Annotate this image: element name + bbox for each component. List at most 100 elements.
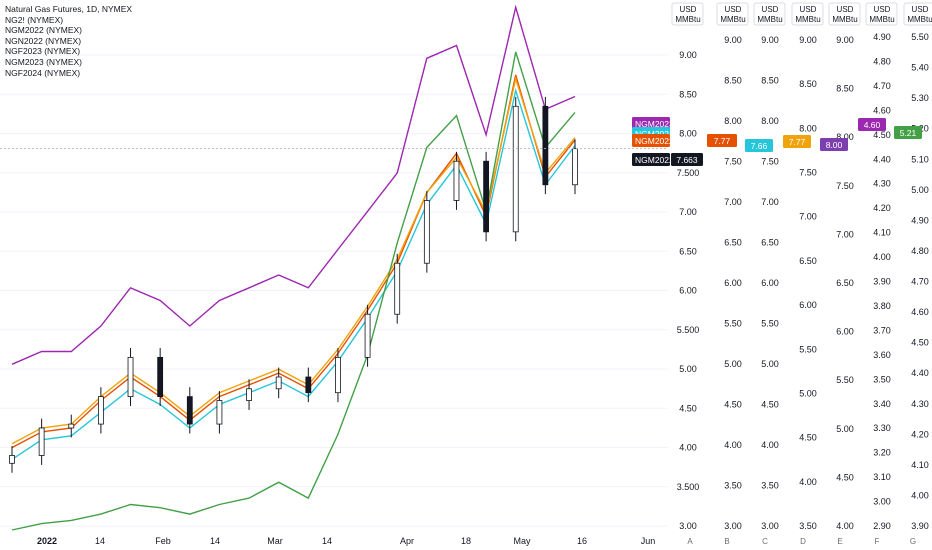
price-tags: NGM2023NGM2024NGM2022NGM20227.6637.777.6… <box>632 117 922 166</box>
axis-tick-label: 7.50 <box>836 181 854 191</box>
axis-tick-label: 5.50 <box>911 32 929 42</box>
axis-tick-label: 9.00 <box>761 35 779 45</box>
candle-body <box>423 200 430 264</box>
axis-tick-label: 8.50 <box>724 76 742 86</box>
tag-axis-d: 8.00 <box>826 140 843 150</box>
tag-ngm2022-line-bg <box>632 134 670 147</box>
series-line <box>11 87 576 460</box>
axis-tick-label: 5.50 <box>836 375 854 385</box>
axis-tick-label: 5.00 <box>911 185 929 195</box>
axis-tick-label: 5.30 <box>911 93 929 103</box>
legend-item[interactable]: NGN2022 (NYMEX) <box>5 35 82 46</box>
unit-label: MMBtu <box>832 15 857 24</box>
candle-body <box>453 160 460 201</box>
axis-tick-label: 4.50 <box>911 338 929 348</box>
date-tick-label: May <box>513 536 531 546</box>
axis-tick-label: 5.50 <box>724 319 742 329</box>
axis-tick-label: 6.00 <box>761 278 779 288</box>
axis-tick-label: 8.50 <box>836 84 854 94</box>
candle-body <box>394 262 401 315</box>
unit-label: MMBtu <box>795 15 820 24</box>
axis-tick-label: 7.00 <box>761 197 779 207</box>
axis-tick-label: 6.50 <box>724 238 742 248</box>
unit-label: MMBtu <box>907 15 932 24</box>
axis-tick-label: 4.70 <box>911 277 929 287</box>
axis-tick-label: 4.00 <box>724 440 742 450</box>
date-tick-label: 14 <box>322 536 332 546</box>
axis-tick-label: 5.00 <box>761 359 779 369</box>
axis-tick-label: 3.50 <box>724 481 742 491</box>
axis-tick-label: 3.60 <box>873 350 891 360</box>
legend-item[interactable]: NGF2024 (NYMEX) <box>5 67 81 78</box>
axis-tick-label: 5.50 <box>799 344 817 354</box>
axis-tick-label: 5.00 <box>679 364 697 374</box>
scale-letter: D <box>800 537 806 546</box>
axis-tick-label: 4.50 <box>761 400 779 410</box>
tag-axis-f-bg <box>894 126 922 139</box>
axis-tick-label: 4.50 <box>836 472 854 482</box>
candle-body <box>542 105 549 186</box>
axis-tick-label: 4.00 <box>761 440 779 450</box>
axis-tick-label: 5.00 <box>724 359 742 369</box>
tag-axis-c: 7.77 <box>789 137 806 147</box>
series-line <box>11 74 576 449</box>
axis-tick-label: 7.00 <box>799 212 817 222</box>
date-tick-label: Apr <box>400 536 414 546</box>
tag-ngm2022-line: NGM2022 <box>635 136 674 146</box>
unit-label: USD <box>912 5 929 14</box>
axis-tick-label: 5.00 <box>836 424 854 434</box>
legend-title: Natural Gas Futures, 1D, NYMEX <box>5 4 133 14</box>
unit-label: USD <box>762 5 779 14</box>
unit-box <box>753 2 786 26</box>
axis-tick-label: 4.50 <box>679 403 697 413</box>
axis-tick-label: 7.00 <box>724 197 742 207</box>
axis-tick-label: 4.20 <box>911 429 929 439</box>
candle-body <box>335 356 341 394</box>
date-tick-label: Feb <box>155 536 171 546</box>
series-line <box>11 4 576 365</box>
tag-ngm2023-bg <box>632 117 670 130</box>
legend-item[interactable]: NGF2023 (NYMEX) <box>5 46 81 57</box>
axis-tick-label: 4.00 <box>799 477 817 487</box>
axis-tick-label: 4.60 <box>911 307 929 317</box>
axis-tick-label: 3.80 <box>873 301 891 311</box>
axis-tick-label: 8.50 <box>761 76 779 86</box>
series-line <box>11 76 576 445</box>
axis-tick-label: 3.00 <box>724 521 742 531</box>
axis-tick-label: 4.00 <box>911 490 929 500</box>
axis-tick-label: 5.00 <box>799 388 817 398</box>
axis-tick-label: 6.00 <box>836 327 854 337</box>
axis-tick-label: 6.50 <box>799 256 817 266</box>
axis-tick-label: 3.30 <box>873 423 891 433</box>
axis-tick-label: 3.70 <box>873 325 891 335</box>
legend-item[interactable]: NGM2023 (NYMEX) <box>5 56 82 67</box>
tag-ngm2022: NGM2022 <box>635 155 674 165</box>
tag-axis-c-bg <box>783 135 811 148</box>
tag-axis-f: 5.21 <box>900 128 917 138</box>
axis-tick-label: 4.50 <box>873 130 891 140</box>
unit-box <box>903 2 932 26</box>
unit-label: MMBtu <box>720 15 745 24</box>
axis-tick-label: 8.50 <box>679 89 697 99</box>
tag-axis-a-bg <box>707 134 737 147</box>
candle-body <box>364 313 371 358</box>
axis-tick-label: 4.90 <box>911 215 929 225</box>
date-tick-label: 2022 <box>37 536 57 546</box>
axis-tick-label: 8.00 <box>761 116 779 126</box>
axis-tick-label: 5.10 <box>911 154 929 164</box>
unit-label: USD <box>800 5 817 14</box>
price-axes: USDMMBtu9.008.508.007.5007.006.506.005.5… <box>671 2 932 546</box>
legend-item[interactable]: NG2! (NYMEX) <box>5 14 64 25</box>
axis-tick-label: 4.50 <box>724 400 742 410</box>
axis-tick-label: 8.00 <box>799 123 817 133</box>
axis-tick-label: 4.00 <box>836 521 854 531</box>
scale-letter: C <box>762 537 768 546</box>
axis-tick-label: 5.50 <box>761 319 779 329</box>
legend-item[interactable]: NGM2022 (NYMEX) <box>5 25 82 36</box>
axis-tick-label: 3.00 <box>679 521 697 531</box>
candle-body <box>157 356 164 398</box>
axis-tick-label: 7.00 <box>679 207 697 217</box>
axis-tick-label: 4.10 <box>873 228 891 238</box>
candle-body <box>483 160 490 233</box>
